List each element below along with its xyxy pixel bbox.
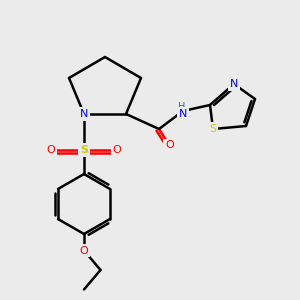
Text: S: S — [80, 145, 88, 155]
Text: N: N — [179, 109, 187, 119]
Text: N: N — [230, 79, 238, 89]
Text: H: H — [178, 101, 185, 112]
Text: O: O — [112, 145, 122, 155]
Text: O: O — [46, 145, 56, 155]
Text: O: O — [165, 140, 174, 151]
Text: S: S — [209, 124, 217, 134]
Text: N: N — [80, 109, 88, 119]
Text: O: O — [80, 245, 88, 256]
